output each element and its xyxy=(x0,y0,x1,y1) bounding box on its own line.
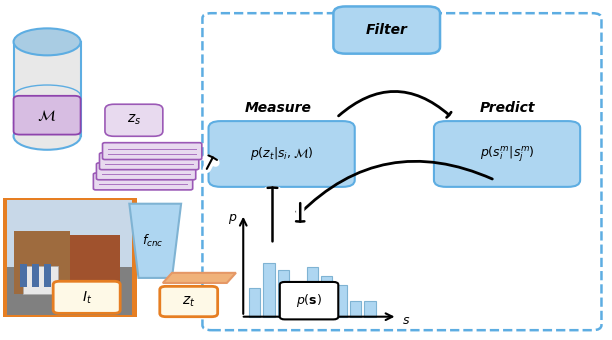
Text: $f_{cnc}$: $f_{cnc}$ xyxy=(142,233,163,249)
Bar xyxy=(350,302,361,317)
Ellipse shape xyxy=(13,28,81,55)
Bar xyxy=(20,277,27,287)
Bar xyxy=(335,285,346,317)
Text: $p(z_t|s_i,\mathcal{M})$: $p(z_t|s_i,\mathcal{M})$ xyxy=(250,146,313,163)
FancyBboxPatch shape xyxy=(280,282,338,319)
Text: $\mathcal{M}$: $\mathcal{M}$ xyxy=(37,108,57,123)
Bar xyxy=(3,198,136,317)
Bar xyxy=(292,299,304,317)
Bar xyxy=(7,267,132,315)
Text: $I_t$: $I_t$ xyxy=(81,289,92,306)
Bar xyxy=(263,263,275,317)
Text: $p(\mathbf{s})$: $p(\mathbf{s})$ xyxy=(296,292,322,309)
Polygon shape xyxy=(163,273,236,283)
Bar xyxy=(70,235,120,290)
Bar xyxy=(364,302,376,317)
Text: $s$: $s$ xyxy=(403,313,411,326)
Bar xyxy=(13,231,70,294)
FancyBboxPatch shape xyxy=(100,153,199,170)
Text: Measure: Measure xyxy=(245,101,312,115)
Bar xyxy=(23,266,58,294)
Ellipse shape xyxy=(13,123,81,150)
Bar xyxy=(307,267,318,317)
Bar xyxy=(7,200,132,267)
Bar xyxy=(44,264,51,273)
Bar xyxy=(278,270,289,317)
Text: $p$: $p$ xyxy=(228,212,237,226)
Bar xyxy=(32,277,39,287)
Bar xyxy=(32,270,39,279)
Bar xyxy=(20,264,27,273)
Bar xyxy=(44,277,51,287)
FancyBboxPatch shape xyxy=(94,173,193,190)
Bar xyxy=(249,288,260,317)
FancyBboxPatch shape xyxy=(209,121,355,187)
FancyBboxPatch shape xyxy=(97,163,196,180)
Polygon shape xyxy=(129,204,181,278)
Bar xyxy=(44,270,51,279)
FancyBboxPatch shape xyxy=(160,286,218,317)
Polygon shape xyxy=(13,42,81,136)
FancyBboxPatch shape xyxy=(13,96,81,135)
Bar xyxy=(321,276,332,317)
FancyBboxPatch shape xyxy=(103,143,202,159)
FancyBboxPatch shape xyxy=(53,281,120,313)
Bar xyxy=(20,270,27,279)
FancyBboxPatch shape xyxy=(434,121,580,187)
Text: $z_s$: $z_s$ xyxy=(127,113,141,128)
FancyBboxPatch shape xyxy=(334,6,440,54)
Text: Filter: Filter xyxy=(366,23,408,37)
Text: Predict: Predict xyxy=(479,101,535,115)
FancyBboxPatch shape xyxy=(105,104,163,136)
Bar xyxy=(32,264,39,273)
Text: $p(s_i^m|s_j^m)$: $p(s_i^m|s_j^m)$ xyxy=(480,144,534,164)
Text: $z_t$: $z_t$ xyxy=(182,294,195,309)
